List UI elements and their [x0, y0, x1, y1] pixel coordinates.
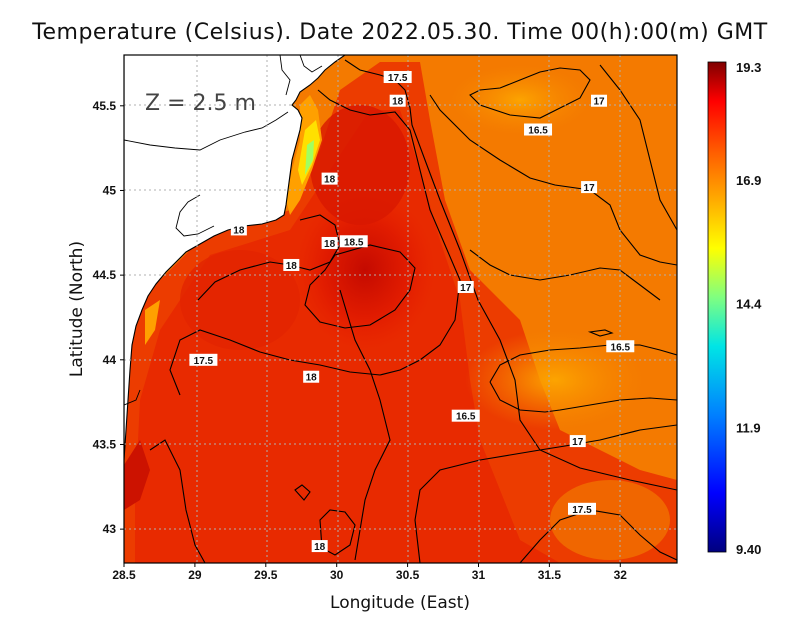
- y-tick-label: 45.5: [93, 99, 117, 113]
- latitude-ticks: 43 43.5 44 44.5 45 45.5: [93, 99, 124, 536]
- contour-label: 18: [321, 172, 338, 186]
- y-tick-label: 45: [103, 183, 117, 197]
- colorbar-labels: 19.3 16.9 14.4 11.9 9.40: [736, 60, 762, 557]
- depth-label: Z = 2.5 m: [145, 91, 256, 116]
- contour-label: 18: [321, 236, 338, 250]
- contour-label: 17: [581, 181, 598, 194]
- y-axis-title: Latitude (North): [67, 241, 87, 377]
- x-tick-label: 28.5: [112, 568, 136, 582]
- temperature-field: [124, 55, 677, 563]
- contour-label: 17.5: [567, 502, 596, 516]
- colorbar-label: 16.9: [736, 173, 761, 188]
- y-tick-label: 44: [103, 353, 117, 367]
- svg-text:18: 18: [233, 225, 245, 236]
- svg-text:17: 17: [593, 97, 605, 108]
- svg-text:18: 18: [314, 542, 326, 553]
- svg-text:17.5: 17.5: [194, 356, 214, 367]
- colorbar: 19.3 16.9 14.4 11.9 9.40: [707, 60, 762, 557]
- svg-text:18: 18: [324, 239, 336, 250]
- contour-label: 17.5: [189, 353, 218, 367]
- x-tick-label: 30: [330, 568, 344, 582]
- svg-text:16.5: 16.5: [611, 342, 631, 353]
- longitude-ticks: 28.5 29 29.5 30 30.5 31 31.5 32: [112, 563, 627, 582]
- x-tick-label: 31.5: [538, 568, 562, 582]
- contour-label: 17: [569, 435, 586, 448]
- svg-text:17.5: 17.5: [388, 73, 408, 84]
- contour-label: 16.5: [524, 123, 553, 137]
- contour-label: 18: [303, 370, 320, 384]
- contour-label: 18.5: [339, 235, 368, 248]
- x-tick-label: 29.5: [254, 568, 278, 582]
- map-title: Temperature (Celsius). Date 2022.05.30. …: [32, 20, 768, 45]
- colorbar-label: 11.9: [736, 420, 761, 435]
- contour-label: 17: [591, 94, 608, 108]
- colorbar-label: 9.40: [736, 542, 761, 557]
- x-tick-label: 32: [614, 568, 628, 582]
- y-tick-label: 43: [103, 522, 117, 536]
- contour-label: 18: [311, 540, 328, 553]
- svg-text:17: 17: [572, 437, 584, 448]
- svg-text:18: 18: [392, 97, 404, 108]
- svg-text:16.5: 16.5: [456, 412, 476, 423]
- svg-text:18.5: 18.5: [344, 237, 364, 248]
- x-tick-label: 29: [188, 568, 202, 582]
- svg-text:17.5: 17.5: [572, 505, 592, 516]
- contour-label: 16.5: [606, 340, 635, 353]
- contour-label: 16.5: [451, 409, 480, 423]
- map-frame: [123, 54, 678, 564]
- contour-label: 17.5: [383, 71, 412, 84]
- svg-text:17: 17: [584, 183, 596, 194]
- y-tick-label: 43.5: [93, 437, 117, 451]
- x-tick-label: 31: [472, 568, 486, 582]
- y-tick-label: 44.5: [93, 268, 117, 282]
- svg-text:18: 18: [286, 261, 298, 272]
- contour-label: 17: [457, 280, 474, 294]
- svg-text:16.5: 16.5: [528, 126, 548, 137]
- contour-labels: 17.5 18 17 16.5 18 17 18 18 18.5 18 17 16.5 17.5 18 16…: [189, 71, 635, 553]
- contour-label: 18: [283, 258, 300, 272]
- colorbar-label: 14.4: [736, 297, 762, 312]
- contour-label: 18: [230, 223, 247, 236]
- svg-text:18: 18: [306, 373, 318, 384]
- contour-label: 18: [389, 94, 406, 108]
- svg-text:18: 18: [324, 175, 336, 186]
- x-tick-label: 30.5: [396, 568, 420, 582]
- svg-text:17: 17: [460, 283, 472, 294]
- colorbar-scale: [707, 61, 727, 553]
- x-axis-title: Longitude (East): [330, 593, 470, 613]
- colorbar-label: 19.3: [736, 60, 761, 75]
